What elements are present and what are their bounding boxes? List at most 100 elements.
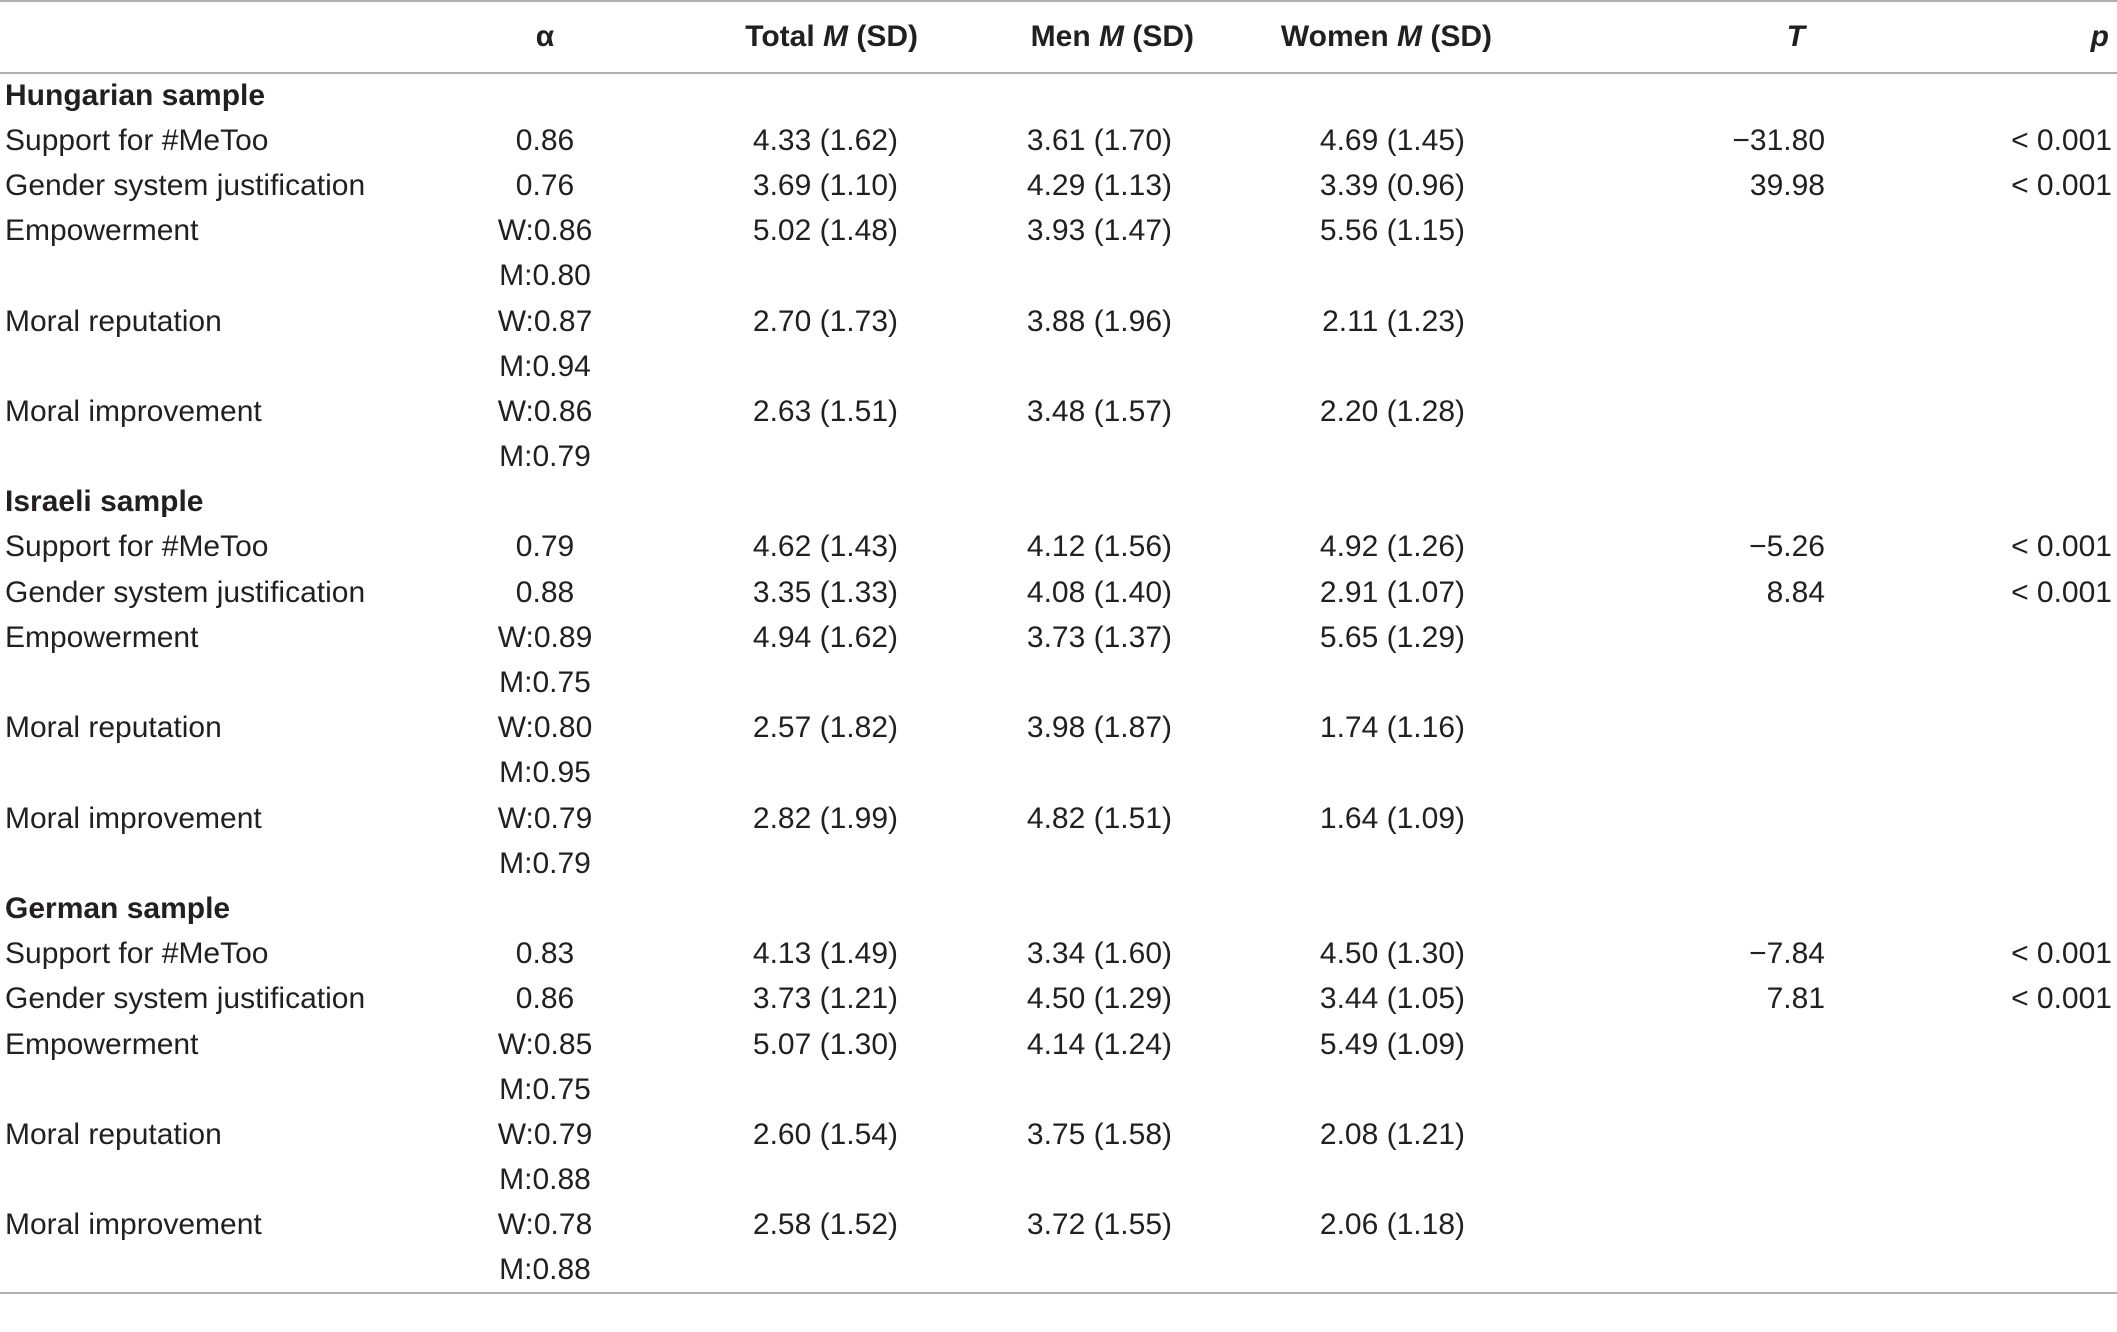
cell-p: [1863, 299, 2117, 344]
table-row: Moral reputation W:0.79 2.60 (1.54) 3.75 (1…: [0, 1112, 2117, 1157]
cell-variable: Empowerment: [5, 1027, 199, 1061]
cell-men: [950, 344, 1275, 389]
cell-men: 4.14 (1.24): [1026, 1027, 1172, 1061]
cell-women: 1.74 (1.16): [1319, 711, 1465, 745]
cell-variable: Moral improvement: [5, 394, 262, 428]
cell-women: [1275, 1248, 1620, 1293]
table-row: M:0.88: [0, 1158, 2117, 1203]
cell-p: [1863, 1067, 2117, 1112]
cell-total: [665, 344, 950, 389]
cell-t: [1620, 1022, 1863, 1067]
cell-alpha: 0.79: [515, 530, 575, 564]
cell-variable: [0, 1158, 425, 1203]
cell-alpha: 0.83: [515, 937, 575, 971]
cell-total: 2.82 (1.99): [752, 801, 898, 835]
cell-alpha: M:0.75: [499, 666, 591, 700]
header-total: Total M (SD): [665, 1, 950, 73]
cell-men: 3.88 (1.96): [1026, 304, 1172, 338]
table-row: M:0.79: [0, 841, 2117, 886]
cell-t: [1620, 660, 1863, 705]
cell-men: [950, 841, 1275, 886]
header-p: p: [1863, 1, 2117, 73]
cell-variable: Empowerment: [5, 214, 199, 248]
cell-variable: [0, 344, 425, 389]
cell-total: [665, 841, 950, 886]
cell-women: [1275, 751, 1620, 796]
descriptive-statistics-table: α Total M (SD) Men M (SD) Women M (SD) T…: [0, 1, 2117, 1294]
cell-variable: Gender system justification: [5, 982, 366, 1016]
cell-women: 3.44 (1.05): [1319, 982, 1465, 1016]
cell-alpha: W:0.78: [497, 1208, 593, 1242]
cell-alpha: M:0.75: [499, 1072, 591, 1106]
cell-p: [1863, 796, 2117, 841]
cell-men: [950, 1248, 1275, 1293]
cell-alpha: W:0.86: [497, 394, 593, 428]
cell-p: [1863, 1158, 2117, 1203]
cell-total: 2.57 (1.82): [752, 711, 898, 745]
cell-total: [665, 1158, 950, 1203]
cell-total: 4.62 (1.43): [752, 530, 898, 564]
cell-p: < 0.001: [2011, 168, 2112, 202]
cell-variable: Support for #MeToo: [5, 123, 269, 157]
header-total-pre: Total: [745, 20, 823, 53]
cell-t: [1620, 1248, 1863, 1293]
header-women-pre: Women: [1280, 20, 1397, 53]
table-row: M:0.95: [0, 751, 2117, 796]
header-men-post: (SD): [1124, 20, 1194, 53]
cell-total: 5.07 (1.30): [752, 1027, 898, 1061]
cell-total: [665, 751, 950, 796]
table-row: Moral reputation W:0.80 2.57 (1.82) 3.98 (1…: [0, 706, 2117, 751]
cell-p: [1863, 344, 2117, 389]
table-row: M:0.80: [0, 254, 2117, 299]
cell-t: [1620, 1112, 1863, 1157]
cell-total: 3.35 (1.33): [752, 575, 898, 609]
table-row: Empowerment W:0.89 4.94 (1.62) 3.73 (1.37) 5…: [0, 615, 2117, 660]
cell-t: [1620, 751, 1863, 796]
cell-alpha: W:0.79: [497, 1117, 593, 1151]
header-women-post: (SD): [1422, 20, 1492, 53]
table-row: Moral improvement W:0.86 2.63 (1.51) 3.48 (…: [0, 389, 2117, 434]
cell-women: 2.06 (1.18): [1319, 1208, 1465, 1242]
cell-women: 2.11 (1.23): [1322, 304, 1465, 338]
table-row: Support for #MeToo 0.86 4.33 (1.62) 3.61 (1…: [0, 118, 2117, 163]
header-men: Men M (SD): [950, 1, 1275, 73]
cell-total: [665, 1067, 950, 1112]
cell-t: [1620, 209, 1863, 254]
cell-men: [950, 1067, 1275, 1112]
cell-alpha: M:0.94: [499, 349, 591, 383]
cell-alpha: M:0.79: [499, 440, 591, 474]
table-row: M:0.94: [0, 344, 2117, 389]
cell-total: 3.73 (1.21): [752, 982, 898, 1016]
cell-women: 5.65 (1.29): [1319, 620, 1465, 654]
cell-men: 3.98 (1.87): [1026, 711, 1172, 745]
cell-alpha: M:0.95: [499, 756, 591, 790]
cell-total: [665, 660, 950, 705]
header-total-post: (SD): [848, 20, 918, 53]
section-header-row: Hungarian sample: [0, 73, 2117, 118]
cell-men: 4.12 (1.56): [1026, 530, 1172, 564]
cell-total: 4.33 (1.62): [752, 123, 898, 157]
cell-t: 39.98: [1749, 168, 1825, 202]
cell-t: [1620, 1203, 1863, 1248]
cell-p: [1863, 254, 2117, 299]
cell-variable: Support for #MeToo: [5, 530, 269, 564]
cell-alpha: 0.86: [515, 123, 575, 157]
cell-variable: Empowerment: [5, 620, 199, 654]
cell-variable: [0, 751, 425, 796]
cell-alpha: W:0.87: [497, 304, 593, 338]
table-row: Gender system justification 0.88 3.35 (1.3…: [0, 570, 2117, 615]
header-p-label: p: [2090, 20, 2109, 53]
cell-alpha: 0.76: [515, 168, 575, 202]
table-row: Moral improvement W:0.79 2.82 (1.99) 4.82 (…: [0, 796, 2117, 841]
cell-p: [1863, 1022, 2117, 1067]
cell-p: [1863, 841, 2117, 886]
cell-total: 5.02 (1.48): [752, 214, 898, 248]
cell-men: 4.29 (1.13): [1026, 168, 1172, 202]
cell-variable: [0, 660, 425, 705]
cell-alpha: 0.88: [515, 575, 575, 609]
table-row: Gender system justification 0.76 3.69 (1.1…: [0, 163, 2117, 208]
cell-women: [1275, 254, 1620, 299]
table-row: Support for #MeToo 0.79 4.62 (1.43) 4.12 (1…: [0, 525, 2117, 570]
header-t: T: [1620, 1, 1863, 73]
cell-women: [1275, 1067, 1620, 1112]
